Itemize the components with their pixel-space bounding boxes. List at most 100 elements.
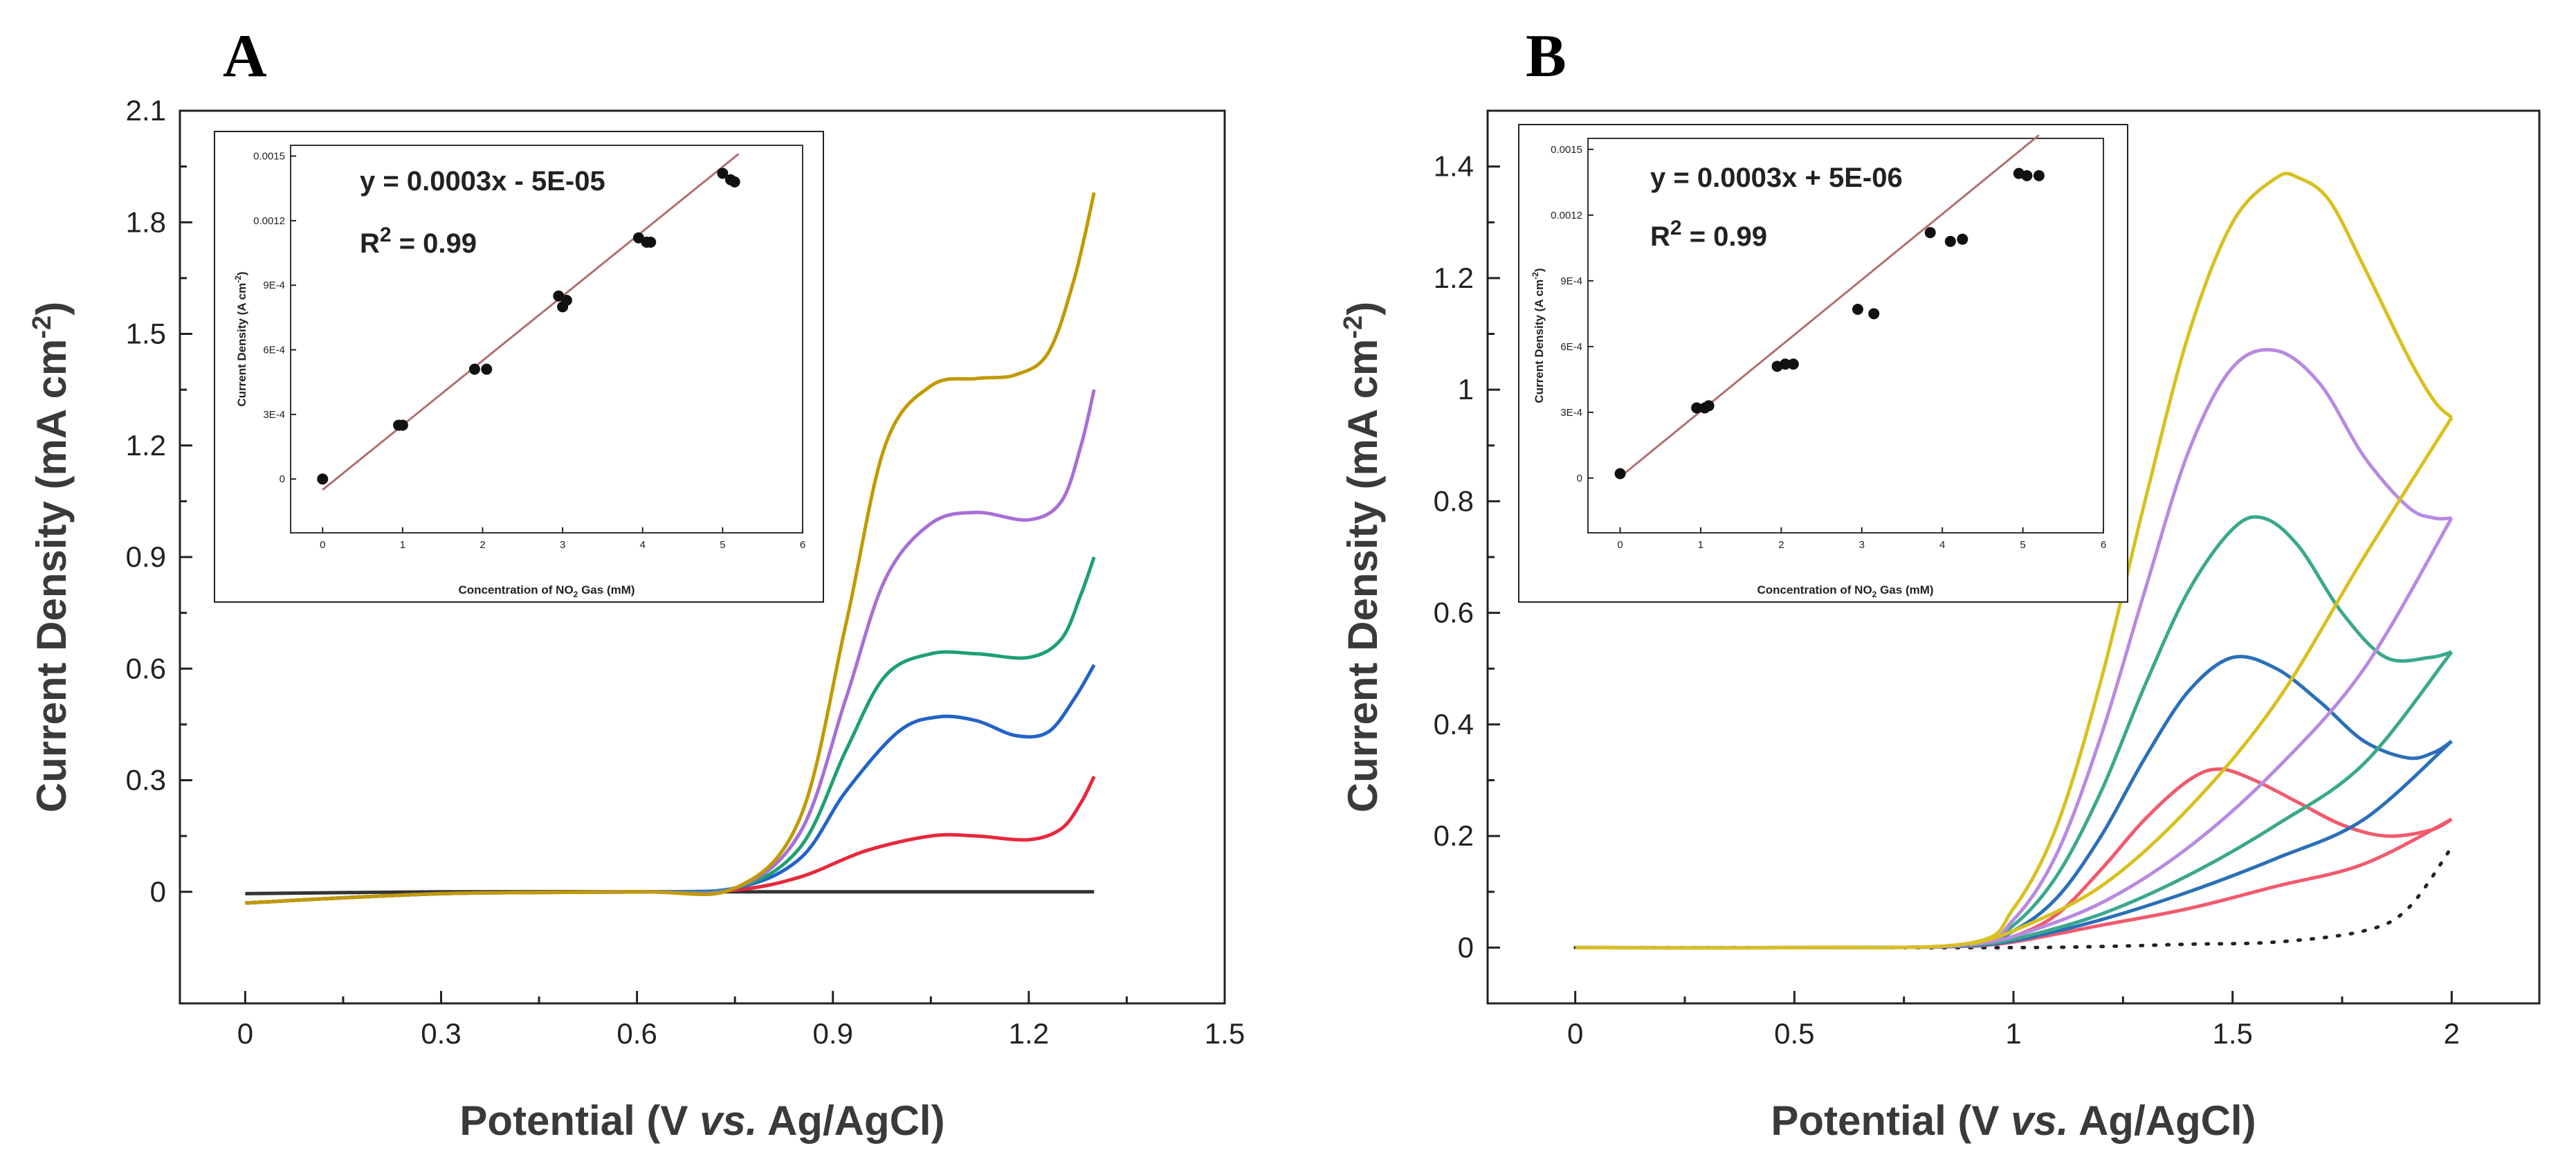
- panel-a-y-tick-label: 0.3: [126, 764, 166, 796]
- panel-a-inset-point: [560, 295, 572, 306]
- panel-b-x-tick-label: 2: [2444, 1017, 2460, 1050]
- panel-a-inset-x-tick-label: 0: [320, 539, 325, 551]
- panel-b-inset-fit-line: [1619, 134, 2040, 478]
- panel-b-inset-point: [1944, 235, 1956, 247]
- panel-b-inset-point: [1852, 304, 1863, 315]
- panel-b-inset-x-tick-label: 0: [1617, 539, 1623, 551]
- panel-b-inset-y-tick-label: 3E-4: [1560, 407, 1582, 419]
- panel-b-y-tick-label: 0.8: [1434, 484, 1474, 517]
- panel-a-inset-y-tick-label: 0: [280, 473, 285, 485]
- panel-b-x-tick-label: 1.5: [2212, 1017, 2252, 1050]
- panel-a-y-tick-label: 1.2: [126, 429, 166, 462]
- panel-a-y-tick-label: 0: [150, 875, 166, 908]
- panel-a-x-tick-label: 1.2: [1009, 1017, 1049, 1050]
- panel-b-inset-point: [1614, 468, 1626, 480]
- panel-b: B 0 0.5 1 1.5 2 0 0.2 0.4 0.6 0.8 1 1.2 1.4 Current …: [1339, 23, 2541, 1144]
- panel-a-y-tick-label: 0.6: [126, 652, 166, 684]
- panel-b-inset-point: [2021, 170, 2033, 181]
- panel-a-inset-x-tick-label: 2: [479, 539, 485, 551]
- panel-b-inset-point: [1787, 358, 1799, 370]
- panel-b-inset-y-tick-label: 0.0012: [1551, 210, 1582, 221]
- panel-a-y-tick-label: 1.8: [126, 206, 166, 238]
- panel-a-y-tick-label: 0.9: [126, 540, 166, 573]
- panel-a-y-tick-label: 1.5: [126, 318, 166, 350]
- panel-b-y-tick-label: 0.2: [1434, 819, 1474, 852]
- panel-b-y-tick-label: 0.4: [1434, 708, 1474, 740]
- panel-a-x-tick-label: 0: [237, 1017, 253, 1050]
- panel-b-inset-y-tick-label: 0.0015: [1551, 144, 1582, 156]
- panel-b-inset-data: [1614, 134, 2045, 480]
- panel-a-inset-fit-line: [322, 153, 740, 491]
- panel-a-equation: y = 0.0003x - 5E-05: [360, 166, 605, 197]
- panel-b-inset-point: [1924, 227, 1936, 239]
- panel-a-ticks: 0 0.3 0.6 0.9 1.2 1.5 0 0.3 0.6 0.9 1.2 1.5 1.8 2.1: [126, 94, 1245, 1050]
- panel-a-inset-point: [717, 167, 729, 179]
- panel-b-x-tick-label: 0.5: [1774, 1017, 1814, 1050]
- panel-a-inset-x-tick-label: 5: [720, 539, 725, 551]
- panel-a-inset-point: [396, 419, 408, 431]
- panel-a-inset-point: [481, 363, 493, 375]
- panel-a-inset-point: [317, 473, 329, 485]
- panel-a-inset-data: [317, 153, 740, 491]
- panel-b-y-axis-title: Current Density (mA cm-2): [1339, 302, 1386, 812]
- panel-b-inset-point: [2033, 170, 2045, 181]
- panel-b-inset-point: [1691, 402, 1703, 414]
- panel-a-inset-point: [645, 237, 657, 248]
- panel-b-equation: y = 0.0003x + 5E-06: [1650, 163, 1903, 193]
- panel-a-series-curve-3: [245, 556, 1096, 905]
- panel-b-inset-x-tick-label: 4: [1939, 539, 1945, 551]
- panel-b-inset-point: [1703, 400, 1715, 412]
- panel-a-x-axis-title: Potential (V vs. Ag/AgCl): [459, 1097, 944, 1144]
- panel-b-y-tick-label: 0: [1458, 931, 1474, 963]
- panel-a-inset-point: [468, 363, 480, 375]
- panel-a-label: A: [223, 23, 267, 90]
- panel-a-inset: 0 1 2 3 4 5 6 0 3E-4 6E-4 9E-4 0.0012 0.0015 y = 0.0…: [214, 131, 824, 603]
- panel-a-inset-plot-frame: [290, 145, 803, 534]
- panel-a-y-tick-label: 2.1: [126, 94, 166, 127]
- panel-a-x-tick-label: 0.9: [813, 1017, 853, 1050]
- panel-a-series-curve-1: [245, 775, 1096, 905]
- panel-a-x-tick-label: 0.3: [421, 1017, 461, 1050]
- panel-a-x-tick-label: 1.5: [1205, 1017, 1245, 1050]
- panel-b-inset-plot-frame: [1587, 138, 2104, 534]
- panel-b-y-tick-label: 1.2: [1434, 262, 1474, 294]
- panel-a-inset-x-tick-label: 4: [640, 539, 646, 551]
- panel-b-return-sweep: [1968, 417, 2454, 946]
- panel-b-inset-box: [1518, 124, 2128, 603]
- panel-b-inset: 0 1 2 3 4 5 6 0 3E-4 6E-4 9E-4 0.0012 0.0015 y = 0.0…: [1518, 124, 2128, 603]
- panel-a-x-tick-label: 0.6: [616, 1017, 657, 1050]
- panel-b-x-axis-title: Potential (V vs. Ag/AgCl): [1771, 1097, 2256, 1144]
- panel-a-inset-y-tick-label: 0.0012: [253, 215, 285, 227]
- panel-a-inset-y-tick-label: 0.0015: [253, 151, 285, 163]
- panel-a-curves: [245, 192, 1096, 905]
- panel-b-curves: [1573, 172, 2454, 950]
- panel-a-inset-ticks: 0 1 2 3 4 5 6 0 3E-4 6E-4 9E-4 0.0012 0.0015: [253, 151, 805, 551]
- panel-a-inset-x-tick-label: 3: [560, 539, 565, 551]
- panel-a: A 0 0.3 0.6 0.9 1.2 1.5 0 0.3 0.6 0.9 1.2 1.5 1.8 2.1…: [28, 23, 1245, 1144]
- panel-a-inset-y-tick-label: 6E-4: [263, 345, 285, 356]
- panel-a-inset-y-tick-label: 9E-4: [263, 280, 285, 291]
- panel-b-inset-ticks: 0 1 2 3 4 5 6 0 3E-4 6E-4 9E-4 0.0012 0.0015: [1551, 144, 2106, 551]
- panel-b-ticks: 0 0.5 1 1.5 2 0 0.2 0.4 0.6 0.8 1 1.2 1.4: [1434, 150, 2460, 1050]
- panel-b-inset-x-tick-label: 5: [2020, 539, 2025, 551]
- panel-b-inset-y-tick-label: 9E-4: [1560, 275, 1582, 287]
- panel-b-series-curve-5: [1575, 172, 2454, 950]
- panel-b-inset-y-tick-label: 0: [1577, 473, 1582, 484]
- panel-b-inset-point: [1957, 233, 1968, 245]
- panel-b-x-tick-label: 0: [1567, 1017, 1583, 1050]
- panel-b-r2: R2 = 0.99: [1650, 217, 1767, 252]
- panel-a-y-axis-title: Current Density (mA cm-2): [28, 302, 75, 812]
- panel-b-return-sweep: [1969, 740, 2453, 948]
- panel-a-inset-y-tick-label: 3E-4: [263, 409, 285, 421]
- panel-b-x-tick-label: 1: [2005, 1017, 2021, 1050]
- panel-a-inset-box: [214, 131, 824, 603]
- panel-b-inset-point: [1868, 308, 1880, 320]
- panel-b-y-tick-label: 1.4: [1434, 150, 1474, 183]
- panel-b-inset-x-title: Concentration of NO2 Gas (mM): [1757, 583, 1933, 599]
- panel-b-inset-x-tick-label: 3: [1859, 539, 1865, 551]
- panel-b-return-sweep: [1969, 517, 2454, 947]
- panel-b-y-tick-label: 1: [1458, 373, 1474, 406]
- panel-b-y-tick-label: 0.6: [1434, 596, 1474, 629]
- panel-b-label: B: [1526, 23, 1566, 90]
- panel-a-r2: R2 = 0.99: [360, 224, 477, 259]
